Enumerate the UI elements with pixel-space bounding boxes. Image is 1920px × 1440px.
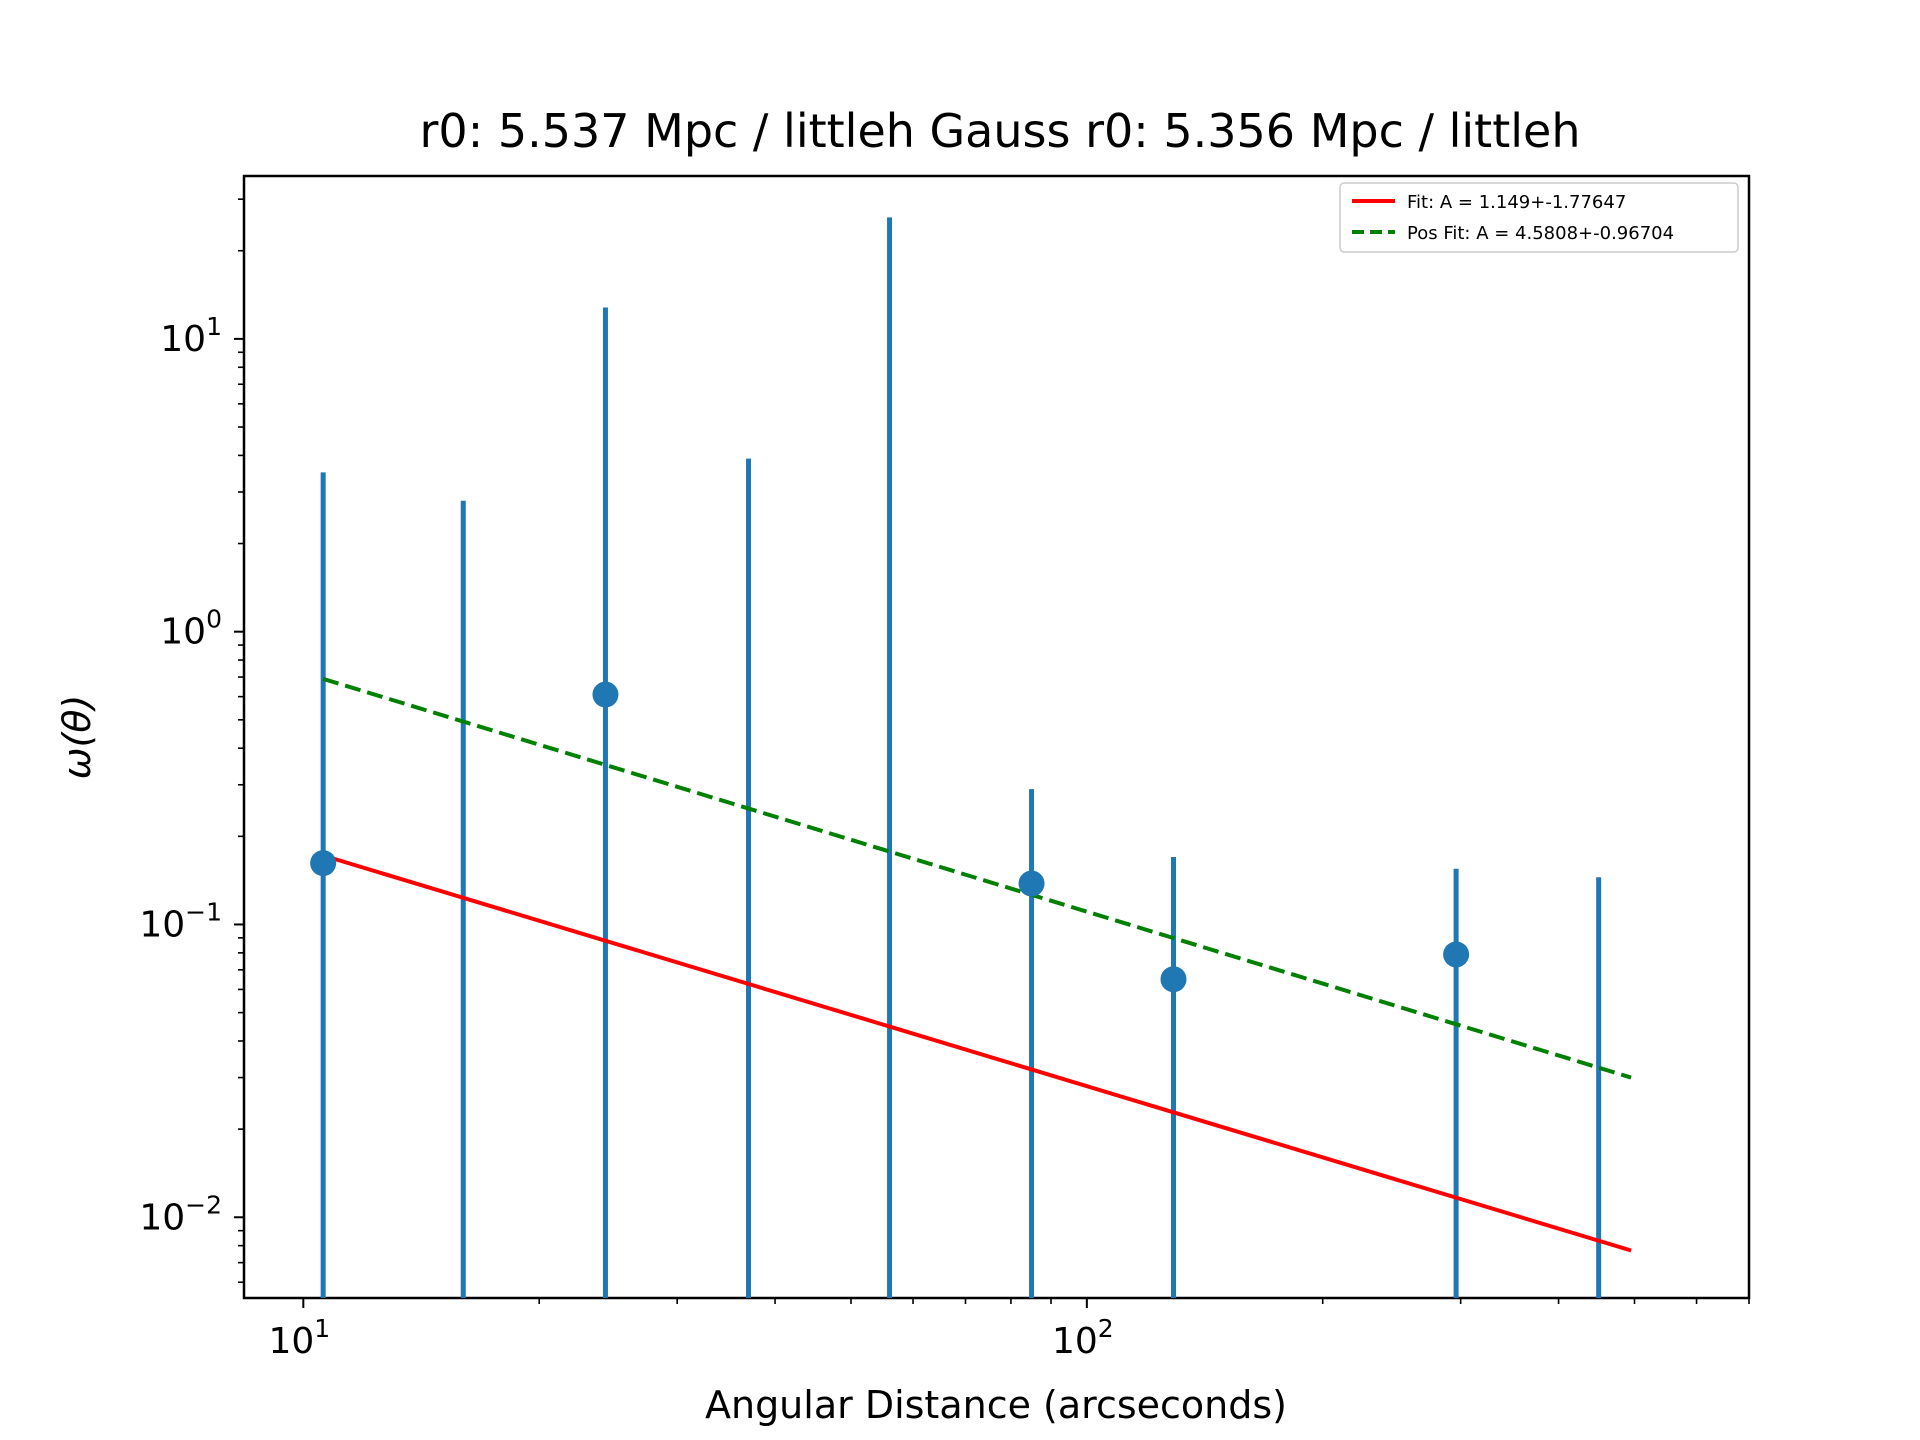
legend-label: Fit: A = 1.149+-1.77647: [1407, 192, 1626, 213]
y-tick-label-base: 10: [160, 612, 206, 653]
legend: Fit: A = 1.149+-1.77647 Pos Fit: A = 4.58…: [1339, 182, 1739, 253]
x-tick-label-exp: 1: [314, 1314, 330, 1343]
plot-area: [242, 174, 1751, 1300]
legend-box: [1339, 182, 1739, 253]
y-tick-label-base: 10: [139, 904, 185, 945]
y-tick-label-exp: −2: [185, 1190, 222, 1219]
data-point: [1160, 966, 1187, 993]
data-point: [1018, 870, 1045, 897]
y-axis-label: ω(θ): [55, 695, 99, 780]
fit-lines: [322, 676, 1632, 1253]
pos-fit-line: [322, 676, 1632, 1080]
data-point: [1443, 941, 1470, 968]
y-tick-label: 100: [160, 605, 222, 653]
x-tick-label-exp: 2: [1098, 1314, 1114, 1343]
y-tick-label-exp: −1: [185, 897, 222, 926]
x-tick-label-base: 10: [1052, 1321, 1098, 1362]
y-tick-label-exp: 0: [206, 605, 222, 634]
data-point: [592, 681, 619, 708]
y-tick-label: 101: [160, 312, 222, 360]
x-tick-label: 102: [1052, 1314, 1114, 1362]
data-points: [310, 681, 1470, 993]
x-axis-label: Angular Distance (arcseconds): [705, 1383, 1287, 1427]
fit-line: [322, 853, 1632, 1253]
x-tick-label-base: 10: [268, 1321, 314, 1362]
data-point: [310, 850, 337, 877]
y-tick-label-exp: 1: [206, 312, 222, 341]
plot-frame: [242, 174, 1751, 1300]
x-axis: 101 102: [268, 1298, 1750, 1362]
y-tick-label-base: 10: [139, 1197, 185, 1238]
x-tick-label: 101: [268, 1314, 330, 1362]
legend-label: Pos Fit: A = 4.5808+-0.96704: [1407, 223, 1674, 244]
y-tick-label: 10−1: [139, 897, 222, 945]
chart-title: r0: 5.537 Mpc / littleh Gauss r0: 5.356 …: [420, 104, 1581, 158]
y-tick-label-base: 10: [160, 319, 206, 360]
y-tick-label: 10−2: [139, 1190, 222, 1238]
